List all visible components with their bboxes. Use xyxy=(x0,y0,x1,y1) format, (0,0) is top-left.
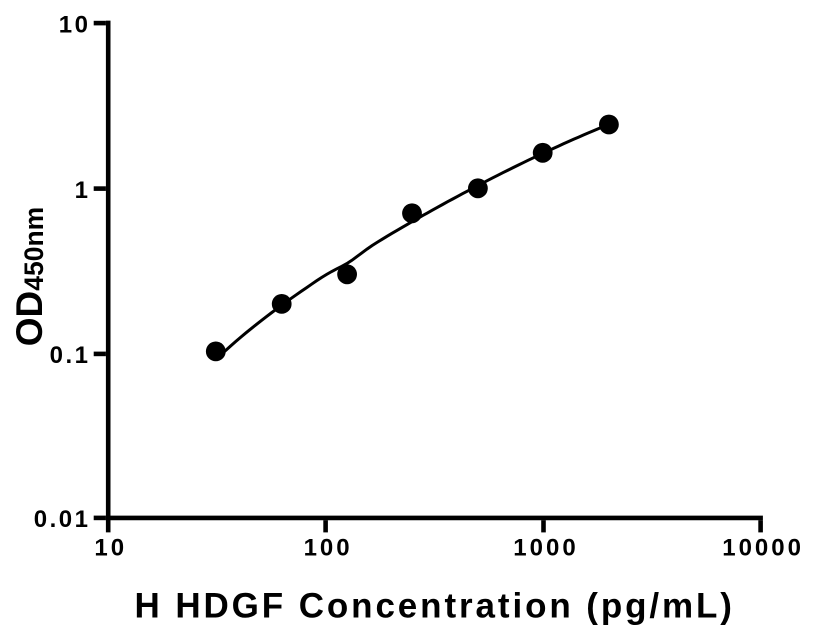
svg-text:10: 10 xyxy=(59,11,91,38)
svg-text:10: 10 xyxy=(94,535,127,562)
svg-text:1000: 1000 xyxy=(513,535,578,562)
svg-text:100: 100 xyxy=(304,535,353,562)
svg-text:0.01: 0.01 xyxy=(34,506,91,533)
svg-text:0.1: 0.1 xyxy=(50,342,91,369)
svg-text:OD450nm: OD450nm xyxy=(9,207,50,346)
svg-text:H HDGF Concentration (pg/mL): H HDGF Concentration (pg/mL) xyxy=(135,587,735,626)
svg-text:10000: 10000 xyxy=(722,535,804,562)
svg-text:1: 1 xyxy=(75,177,91,204)
